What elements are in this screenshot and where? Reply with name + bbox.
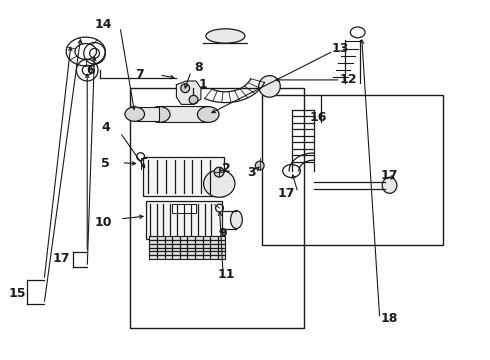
- Circle shape: [181, 84, 190, 93]
- Ellipse shape: [197, 107, 219, 122]
- Ellipse shape: [382, 177, 397, 193]
- Bar: [144, 157, 224, 196]
- Text: 4: 4: [101, 121, 110, 134]
- Text: 12: 12: [339, 73, 357, 86]
- Text: 8: 8: [194, 61, 203, 74]
- Polygon shape: [176, 81, 201, 104]
- Circle shape: [214, 167, 224, 177]
- Text: 9: 9: [219, 227, 227, 240]
- Bar: [130, 88, 304, 328]
- Ellipse shape: [231, 211, 243, 229]
- Bar: [149, 236, 225, 259]
- Bar: [172, 204, 196, 213]
- Bar: [135, 107, 159, 121]
- Circle shape: [255, 161, 264, 170]
- Ellipse shape: [148, 107, 170, 122]
- Text: 10: 10: [94, 216, 112, 229]
- Text: 14: 14: [94, 18, 112, 31]
- Text: 18: 18: [381, 312, 398, 325]
- Text: 17: 17: [52, 252, 70, 265]
- Text: 6: 6: [86, 64, 95, 77]
- Text: 1: 1: [199, 78, 208, 91]
- Text: 3: 3: [247, 166, 256, 179]
- Text: 11: 11: [218, 268, 235, 281]
- Text: 7: 7: [135, 68, 144, 81]
- Bar: [262, 95, 443, 245]
- Ellipse shape: [204, 170, 235, 197]
- Bar: [159, 106, 208, 122]
- Text: 17: 17: [278, 187, 295, 200]
- Ellipse shape: [125, 107, 145, 121]
- Text: 16: 16: [310, 111, 327, 123]
- Ellipse shape: [259, 76, 280, 97]
- Text: 5: 5: [101, 157, 110, 170]
- Text: 2: 2: [222, 162, 231, 175]
- Ellipse shape: [206, 29, 245, 43]
- Circle shape: [82, 65, 92, 75]
- Text: 17: 17: [381, 169, 398, 182]
- Text: 15: 15: [8, 287, 26, 300]
- Text: 13: 13: [332, 42, 349, 55]
- Bar: [146, 201, 222, 239]
- Circle shape: [189, 95, 198, 104]
- Circle shape: [90, 48, 99, 58]
